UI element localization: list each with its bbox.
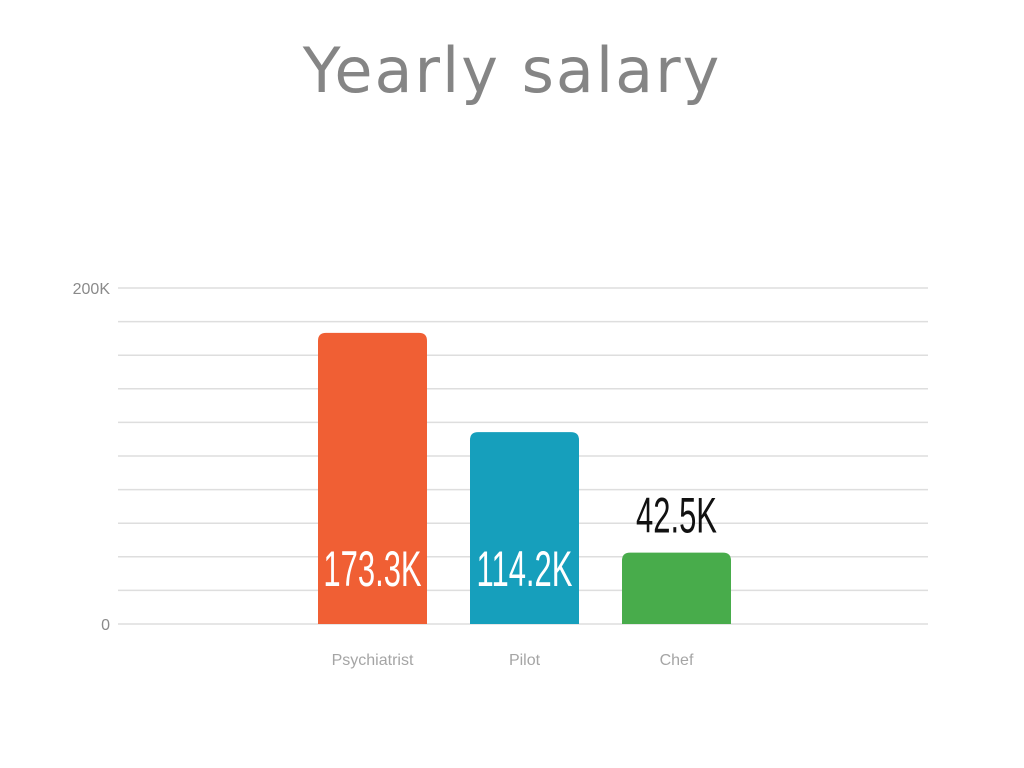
y-tick-label: 200K [73,281,111,298]
bar-chef [622,552,731,624]
bar-value-label: 173.3K [323,540,421,596]
bar-psychiatrist [318,332,427,624]
y-tick-label: 0 [101,617,110,634]
chart-title: Yearly salary [302,34,722,107]
bar-value-label: 42.5K [636,487,717,543]
bar-pilot [470,432,579,624]
x-tick-label: Chef [660,652,694,669]
x-tick-label: Pilot [509,652,541,669]
bar-value-label: 114.2K [477,540,573,596]
x-tick-label: Psychiatrist [332,652,414,669]
